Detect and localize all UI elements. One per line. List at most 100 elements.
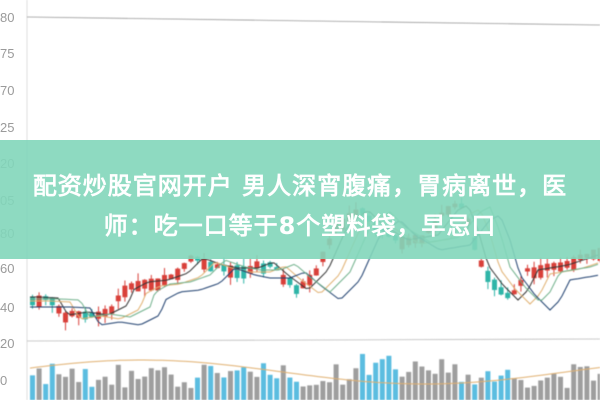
y-tick-label: 60 <box>0 261 15 276</box>
volume-bar <box>254 376 260 400</box>
candle-body <box>287 278 293 286</box>
candle-body <box>544 263 550 271</box>
volume-bar <box>386 355 392 400</box>
volume-bar <box>445 372 451 400</box>
volume-bar <box>188 387 194 400</box>
volume-bar <box>63 376 68 400</box>
candle-body <box>564 260 570 268</box>
volume-bar <box>313 384 319 400</box>
volume-bar <box>30 375 35 400</box>
candle-body <box>201 258 207 270</box>
candle-body <box>43 296 49 300</box>
volume-bar <box>168 374 174 400</box>
y-tick-label: 25 <box>0 120 15 135</box>
volume-bar <box>320 381 326 400</box>
volume-bar <box>478 377 484 400</box>
volume-bar <box>89 386 95 400</box>
y-tick-label: 40 <box>0 300 15 315</box>
volume-bar <box>538 380 544 400</box>
volume-bar <box>300 386 306 400</box>
candle-body <box>511 290 517 295</box>
volume-bar <box>412 361 418 400</box>
volume-bar <box>584 366 590 400</box>
candle-body <box>214 264 220 269</box>
moving-average-line <box>30 205 599 316</box>
candle-body <box>241 266 247 279</box>
y-tick-label: 0 <box>0 373 8 388</box>
candle-body <box>551 262 557 270</box>
volume-bar <box>333 364 339 400</box>
volume-bar <box>551 373 557 400</box>
volume-bar <box>162 367 167 400</box>
volume-bar <box>135 379 141 400</box>
candle-body <box>181 263 187 269</box>
y-tick-label: 80 <box>0 10 15 25</box>
candle-body <box>129 283 134 290</box>
volume-bar <box>419 366 425 400</box>
candle-body <box>498 287 504 295</box>
volume-bar <box>498 375 504 400</box>
volume-bar <box>525 387 530 400</box>
volume-bar <box>531 385 537 400</box>
candle-body <box>56 306 62 314</box>
volume-bar <box>564 387 570 400</box>
volume-bar <box>155 370 161 400</box>
candle-body <box>102 308 108 317</box>
article-title-line-2: 师：吃一口等于8个塑料袋，早忌口 <box>103 212 497 240</box>
volume-bar <box>379 359 385 400</box>
volume-bar <box>571 364 577 400</box>
volume-bar <box>399 376 405 400</box>
volume-bar <box>241 367 247 400</box>
candle-body <box>135 280 141 292</box>
volume-bar <box>426 370 431 400</box>
volume-bar <box>577 366 583 400</box>
volume-bar <box>346 379 352 400</box>
candle-body <box>505 292 511 299</box>
volume-bar <box>287 377 293 400</box>
volume-bar <box>544 377 550 400</box>
volume-bar <box>472 384 478 400</box>
volume-bar <box>115 364 121 400</box>
candle-body <box>247 266 253 274</box>
candle-body <box>261 263 266 274</box>
volume-bar <box>340 384 346 400</box>
candle-body <box>294 285 299 294</box>
volume-bar <box>485 371 491 400</box>
volume-bar <box>102 376 108 400</box>
volume-average-line <box>29 359 600 385</box>
volume-bar <box>558 376 563 400</box>
volume-bar <box>267 374 273 400</box>
candle-body <box>518 279 524 286</box>
volume-bar <box>327 382 332 400</box>
candle-body <box>307 274 313 286</box>
article-title-line-1: 配资炒股官网开户 男人深宵腹痛，胃病离世，医 <box>32 172 568 200</box>
candle-body <box>122 285 128 298</box>
volume-bar <box>221 377 227 400</box>
volume-bar <box>129 370 134 400</box>
volume-bar <box>122 387 128 400</box>
candle-body <box>234 265 240 279</box>
candle-body <box>254 261 260 269</box>
candle-body <box>109 306 115 314</box>
volume-bar <box>69 368 75 400</box>
volume-bar <box>274 378 280 400</box>
candle-body <box>148 278 154 291</box>
candle-body <box>478 260 484 267</box>
volume-bar <box>307 385 313 400</box>
candle-body <box>115 295 121 302</box>
volume-bar <box>452 364 458 400</box>
volume-bar <box>459 381 464 400</box>
volume-bar <box>294 381 299 400</box>
volume-bar <box>465 374 471 400</box>
candle-body <box>89 312 95 318</box>
candle-body <box>525 268 530 272</box>
volume-bar <box>82 369 88 400</box>
volume-bar <box>49 363 55 400</box>
volume-bar <box>36 368 42 400</box>
volume-bar <box>518 380 524 400</box>
volume-bar <box>366 374 372 400</box>
candle-body <box>69 310 75 317</box>
volume-bar <box>228 371 233 400</box>
candle-body <box>558 262 563 272</box>
volume-bar <box>492 381 497 400</box>
